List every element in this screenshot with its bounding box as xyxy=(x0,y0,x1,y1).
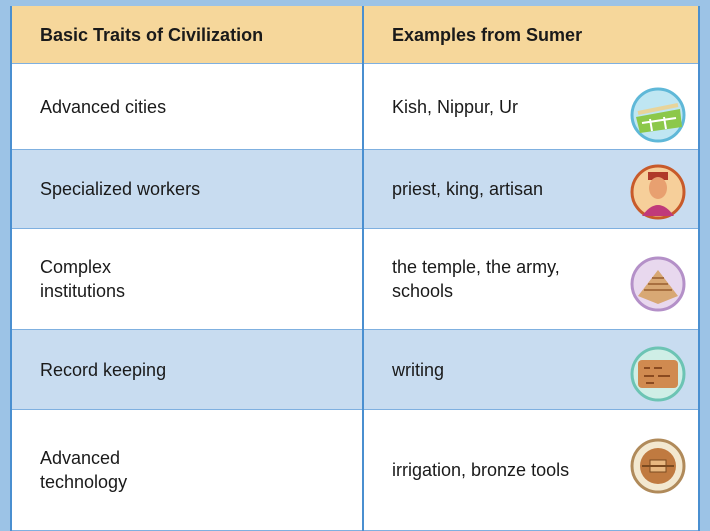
table-row: Record keeping writing xyxy=(12,330,698,410)
icon-city xyxy=(630,87,686,143)
table-cell: priest, king, artisan xyxy=(392,179,544,199)
icon-temple xyxy=(630,256,686,312)
table-row: Advanced cities Kish, Nippur, Ur xyxy=(12,64,698,150)
icon-tool xyxy=(630,438,686,494)
table: Basic Traits of Civilization Examples fro… xyxy=(10,6,700,531)
header-cell: Basic Traits of Civilization xyxy=(40,24,264,45)
table-cell: Record keeping xyxy=(40,359,167,380)
header-cell: Examples from Sumer xyxy=(392,24,583,45)
icon-worker xyxy=(630,164,686,220)
table-cell: Advanced technology xyxy=(40,448,128,492)
table-cell: Kish, Nippur, Ur xyxy=(392,96,519,117)
table-cell: the temple, the army, schools xyxy=(392,257,560,301)
table-cell: Complex institutions xyxy=(40,257,126,301)
table-cell: Specialized workers xyxy=(40,179,201,199)
icon-tablet xyxy=(630,346,686,402)
table-cell: Advanced cities xyxy=(40,96,167,117)
table-cell: irrigation, bronze tools xyxy=(392,460,570,480)
table-cell: writing xyxy=(392,359,445,380)
table-row: Specialized workers priest, king, artisan xyxy=(12,150,698,229)
column-divider xyxy=(362,6,364,531)
header-row: Basic Traits of Civilization Examples fro… xyxy=(12,6,698,64)
table-row: Advanced technology irrigation, bronze to… xyxy=(12,410,698,531)
table-row: Complex institutions the temple, the army… xyxy=(12,229,698,330)
